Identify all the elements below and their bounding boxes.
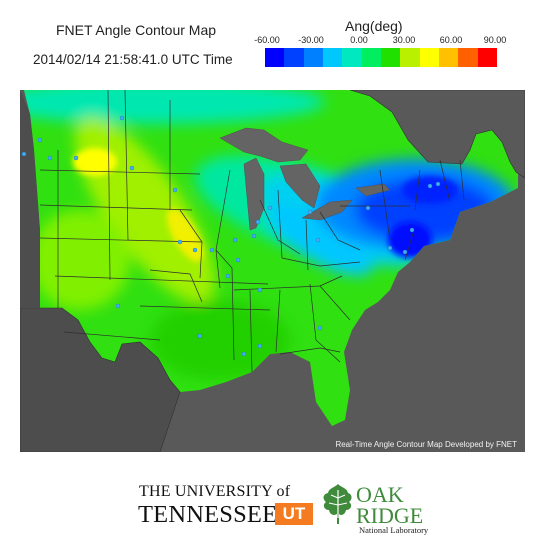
logos: THE UNIVERSITY of TENNESSEE UT OAK RIDGE… bbox=[138, 482, 428, 538]
monitor-dot bbox=[257, 287, 263, 293]
monitor-dot bbox=[315, 237, 321, 243]
legend-ticks: -60.00 -30.00 0.00 30.00 60.00 90.00 bbox=[254, 35, 506, 47]
monitor-dot bbox=[365, 205, 371, 211]
monitor-dot bbox=[21, 151, 27, 157]
monitor-dot bbox=[235, 257, 241, 263]
monitor-dot bbox=[409, 227, 415, 233]
legend-color-segment bbox=[361, 48, 381, 67]
map-title: FNET Angle Contour Map bbox=[56, 22, 217, 38]
legend-color-bar bbox=[265, 48, 497, 67]
contour-band-deepblue-ny bbox=[402, 176, 458, 204]
monitor-dot bbox=[251, 233, 257, 239]
monitor-dot bbox=[197, 333, 203, 339]
mexico-landmass bbox=[20, 307, 181, 452]
legend-tick-label: 90.00 bbox=[483, 35, 507, 45]
monitor-dot bbox=[435, 181, 441, 187]
monitor-dot bbox=[317, 325, 323, 331]
legend-tick-label: 0.00 bbox=[350, 35, 368, 45]
legend-color-segment bbox=[477, 48, 497, 67]
ornl-logo-line1: OAK bbox=[356, 482, 404, 507]
legend-tick-label: 60.00 bbox=[439, 35, 463, 45]
monitor-dot bbox=[192, 247, 198, 253]
ut-logo-line2: TENNESSEE bbox=[138, 501, 278, 528]
monitor-dot bbox=[402, 249, 408, 255]
canada-landmass bbox=[349, 90, 525, 179]
lake-michigan bbox=[243, 157, 265, 231]
monitor-dot bbox=[257, 343, 263, 349]
monitor-dot bbox=[225, 273, 231, 279]
monitor-dot bbox=[232, 237, 238, 243]
oak-leaf-icon bbox=[323, 484, 352, 524]
map-timestamp: 2014/02/14 21:58:41.0 UTC Time bbox=[33, 52, 233, 67]
ornl-logo-line2: RIDGE bbox=[356, 503, 424, 528]
monitor-dot bbox=[267, 205, 273, 211]
monitor-dot bbox=[209, 247, 215, 253]
map-graphic bbox=[20, 90, 525, 452]
legend-color-segment bbox=[303, 48, 323, 67]
west-landmass bbox=[20, 90, 40, 308]
monitor-dot bbox=[255, 219, 261, 225]
ut-logo-line1: THE UNIVERSITY of bbox=[139, 483, 291, 500]
monitor-dot bbox=[73, 155, 79, 161]
legend-color-segment bbox=[342, 48, 362, 67]
legend-color-segment bbox=[322, 48, 343, 67]
great-lakes bbox=[219, 127, 391, 231]
university-of-tennessee-logo: THE UNIVERSITY of TENNESSEE UT bbox=[138, 482, 318, 532]
monitor-dots bbox=[21, 115, 441, 357]
monitor-dot bbox=[172, 187, 178, 193]
legend-color-segment bbox=[265, 48, 285, 67]
monitor-dot bbox=[427, 183, 433, 189]
lake-huron bbox=[279, 163, 321, 209]
legend-tick-label: -30.00 bbox=[298, 35, 324, 45]
monitor-dot bbox=[115, 303, 121, 309]
contour-band-deepblue-nj bbox=[388, 222, 432, 258]
legend-title: Ang(deg) bbox=[345, 18, 403, 34]
contour-band-yellow-dakotas bbox=[73, 148, 117, 176]
contour-band-cyan-north bbox=[24, 90, 325, 124]
legend-color-segment bbox=[284, 48, 304, 67]
legend-color-segment bbox=[419, 48, 439, 67]
monitor-dot bbox=[241, 351, 247, 357]
lake-superior bbox=[219, 127, 309, 163]
monitor-dot bbox=[307, 209, 313, 215]
legend-color-segment bbox=[380, 48, 401, 67]
monitor-dot bbox=[37, 137, 43, 143]
contour-band-green-south bbox=[150, 300, 290, 380]
monitor-dot bbox=[387, 245, 393, 251]
legend-color-segment bbox=[438, 48, 459, 67]
ut-mark: UT bbox=[275, 503, 313, 525]
legend-tick-label: 30.00 bbox=[392, 35, 416, 45]
lake-ontario bbox=[355, 183, 391, 197]
legend-color-segment bbox=[400, 48, 420, 67]
contour-band-limegreen-west bbox=[30, 210, 130, 310]
monitor-dot bbox=[177, 239, 183, 245]
monitor-dot bbox=[47, 155, 53, 161]
map-credit: Real-Time Angle Contour Map Developed by… bbox=[335, 440, 517, 449]
state-borders bbox=[39, 90, 465, 373]
oak-ridge-logo: OAK RIDGE National Laboratory bbox=[321, 482, 428, 538]
monitor-dot bbox=[119, 115, 125, 121]
ornl-logo-line3: National Laboratory bbox=[359, 525, 429, 535]
legend-tick-label: -60.00 bbox=[254, 35, 280, 45]
legend-color-segment bbox=[458, 48, 478, 67]
angle-contour-map: Real-Time Angle Contour Map Developed by… bbox=[20, 90, 525, 452]
monitor-dot bbox=[129, 165, 135, 171]
